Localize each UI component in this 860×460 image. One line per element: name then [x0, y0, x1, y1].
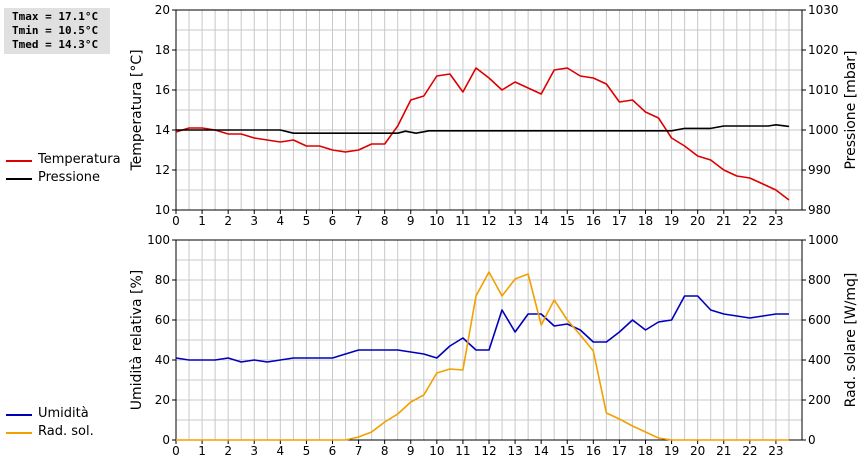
top-yleft-tick-label: 16 — [155, 83, 170, 97]
top-yleft-tick-label: 12 — [155, 163, 170, 177]
top-x-tick-label: 15 — [560, 214, 575, 228]
bottom-yleft-tick-label: 0 — [162, 433, 170, 447]
top-x-tick-label: 0 — [172, 214, 180, 228]
bottom-yleft-tick-label: 80 — [155, 273, 170, 287]
bottom-x-tick-label: 13 — [507, 444, 522, 458]
legend-label-pressure: Pressione — [38, 170, 101, 185]
top-x-tick-label: 23 — [768, 214, 783, 228]
bottom-x-tick-label: 15 — [560, 444, 575, 458]
top-x-tick-label: 8 — [381, 214, 389, 228]
top-series-pressure-line — [176, 124, 790, 134]
bottom-x-tick-label: 19 — [664, 444, 679, 458]
top-x-tick-label: 10 — [429, 214, 444, 228]
top-x-tick-label: 3 — [250, 214, 258, 228]
bottom-x-tick-label: 10 — [429, 444, 444, 458]
top-x-tick-label: 4 — [277, 214, 285, 228]
top-x-tick-label: 17 — [612, 214, 627, 228]
top-x-tick-label: 21 — [716, 214, 731, 228]
top-x-tick-label: 5 — [303, 214, 311, 228]
legend-label-humidity: Umidità — [38, 406, 89, 421]
bottom-yright-axis-title: Rad. solare [W/mq] — [843, 273, 859, 408]
bottom-series-solar-line — [176, 271, 789, 441]
bottom-series-humidity-line — [175, 295, 789, 363]
pressure-swatch — [6, 178, 32, 180]
bottom-yleft-tick-label: 40 — [155, 353, 170, 367]
bottom-yright-tick-label: 200 — [808, 393, 831, 407]
bottom-x-tick-label: 20 — [690, 444, 705, 458]
bottom-yleft-tick-label: 20 — [155, 393, 170, 407]
top-yright-axis-title: Pressione [mbar] — [843, 50, 859, 169]
bottom-x-tick-label: 14 — [534, 444, 549, 458]
bottom-x-tick-label: 18 — [638, 444, 653, 458]
top-x-tick-label: 1 — [198, 214, 206, 228]
top-x-tick-label: 7 — [355, 214, 363, 228]
top-yleft-tick-label: 14 — [155, 123, 170, 137]
bottom-x-tick-label: 0 — [172, 444, 180, 458]
bottom-x-tick-label: 21 — [716, 444, 731, 458]
bottom-yleft-tick-label: 100 — [147, 233, 170, 247]
bottom-yleft-tick-label: 60 — [155, 313, 170, 327]
top-yright-tick-label: 1010 — [808, 83, 839, 97]
bottom-x-tick-label: 22 — [742, 444, 757, 458]
solar-swatch — [6, 432, 32, 434]
top-yleft-tick-label: 10 — [155, 203, 170, 217]
top-x-tick-label: 19 — [664, 214, 679, 228]
bottom-yright-tick-label: 0 — [808, 433, 816, 447]
top-x-tick-label: 20 — [690, 214, 705, 228]
tmax-stat: Tmax = 17.1°C — [12, 10, 99, 23]
bottom-yright-tick-label: 1000 — [808, 233, 839, 247]
top-x-tick-label: 18 — [638, 214, 653, 228]
top-yright-tick-label: 1030 — [808, 3, 839, 17]
bottom-yright-tick-label: 400 — [808, 353, 831, 367]
bottom-x-tick-label: 5 — [303, 444, 311, 458]
bottom-yleft-axis-title: Umidità relativa [%] — [129, 270, 145, 411]
stats-box: Tmax = 17.1°C Tmin = 10.5°C Tmed = 14.3°… — [4, 8, 110, 54]
bottom-yright-tick-label: 600 — [808, 313, 831, 327]
top-x-tick-label: 11 — [455, 214, 470, 228]
bottom-x-tick-label: 16 — [586, 444, 601, 458]
legend-label-solar: Rad. sol. — [38, 424, 94, 439]
top-yright-tick-label: 1020 — [808, 43, 839, 57]
top-x-tick-label: 9 — [407, 214, 415, 228]
top-x-tick-label: 6 — [329, 214, 337, 228]
bottom-x-tick-label: 4 — [277, 444, 285, 458]
top-series-temperature-line — [175, 67, 790, 201]
bottom-x-tick-label: 11 — [455, 444, 470, 458]
top-x-tick-label: 12 — [481, 214, 496, 228]
humidity-swatch — [6, 414, 32, 416]
bottom-x-tick-label: 6 — [329, 444, 337, 458]
bottom-x-tick-label: 2 — [224, 444, 232, 458]
bottom-x-tick-label: 17 — [612, 444, 627, 458]
top-x-tick-label: 14 — [534, 214, 549, 228]
top-x-tick-label: 16 — [586, 214, 601, 228]
top-yright-tick-label: 990 — [808, 163, 831, 177]
bottom-x-tick-label: 7 — [355, 444, 363, 458]
top-yleft-tick-label: 20 — [155, 3, 170, 17]
bottom-x-tick-label: 3 — [250, 444, 258, 458]
tmin-stat: Tmin = 10.5°C — [12, 24, 99, 37]
bottom-x-tick-label: 8 — [381, 444, 389, 458]
top-x-tick-label: 22 — [742, 214, 757, 228]
tmed-stat: Tmed = 14.3°C — [12, 38, 99, 51]
bottom-x-tick-label: 23 — [768, 444, 783, 458]
legend-label-temperature: Temperatura — [38, 152, 121, 167]
top-yright-tick-label: 980 — [808, 203, 831, 217]
bottom-yright-tick-label: 800 — [808, 273, 831, 287]
top-yright-tick-label: 1000 — [808, 123, 839, 137]
bottom-x-tick-label: 12 — [481, 444, 496, 458]
bottom-x-tick-label: 1 — [198, 444, 206, 458]
top-yleft-tick-label: 18 — [155, 43, 170, 57]
top-x-tick-label: 2 — [224, 214, 232, 228]
top-yleft-axis-title: Temperatura [°C] — [129, 49, 145, 171]
temperature-swatch — [6, 160, 32, 162]
bottom-x-tick-label: 9 — [407, 444, 415, 458]
top-x-tick-label: 13 — [507, 214, 522, 228]
